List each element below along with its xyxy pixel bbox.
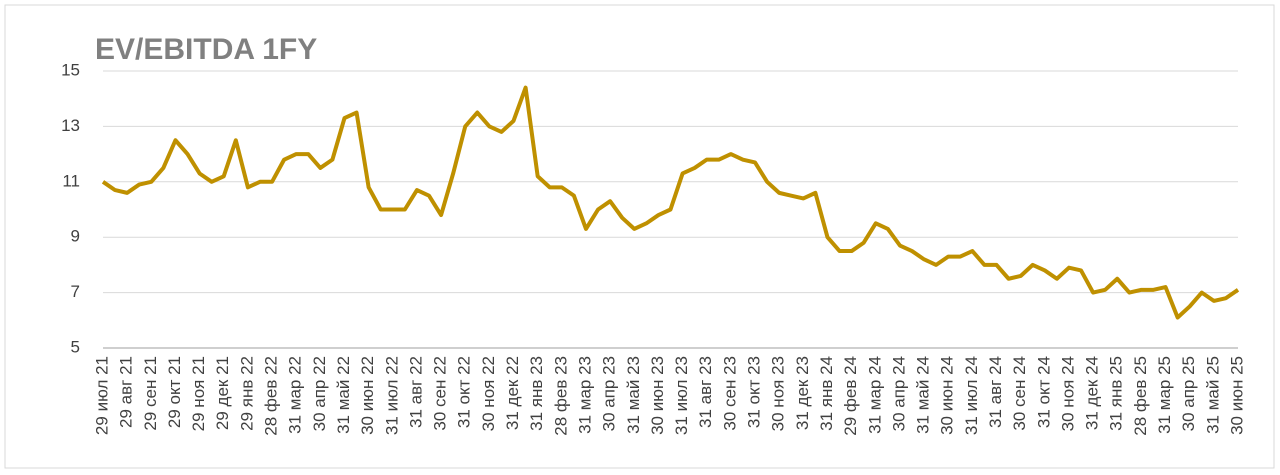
x-tick-label: 31 июл 22 bbox=[382, 356, 401, 435]
x-tick-label: 30 ноя 24 bbox=[1058, 356, 1077, 431]
x-tick-label: 29 дек 21 bbox=[213, 356, 232, 430]
x-tick-label: 30 апр 24 bbox=[889, 356, 908, 431]
x-tick-label: 31 май 23 bbox=[624, 356, 643, 434]
x-tick-label: 29 июл 21 bbox=[92, 356, 111, 435]
x-tick-label: 30 ноя 22 bbox=[479, 356, 498, 431]
x-tick-label: 31 май 25 bbox=[1203, 356, 1222, 434]
y-tick-label: 15 bbox=[61, 60, 80, 79]
x-tick-label: 30 сен 22 bbox=[431, 356, 450, 431]
x-tick-label: 30 сен 24 bbox=[1010, 356, 1029, 431]
x-tick-label: 31 май 24 bbox=[914, 356, 933, 434]
x-tick-label: 30 апр 22 bbox=[310, 356, 329, 431]
x-tick-label: 29 фев 24 bbox=[841, 356, 860, 436]
x-tick-label: 31 окт 22 bbox=[455, 356, 474, 428]
x-tick-label: 31 мар 22 bbox=[286, 356, 305, 434]
y-tick-label: 13 bbox=[61, 116, 80, 135]
x-tick-label: 31 авг 22 bbox=[406, 356, 425, 428]
x-tick-label: 30 июн 25 bbox=[1227, 356, 1246, 435]
x-tick-label: 30 июн 22 bbox=[358, 356, 377, 435]
x-tick-label: 30 июн 23 bbox=[648, 356, 667, 435]
x-tick-label: 29 янв 22 bbox=[237, 356, 256, 431]
x-tick-label: 31 дек 24 bbox=[1083, 356, 1102, 430]
x-tick-label: 31 мар 25 bbox=[1155, 356, 1174, 434]
x-tick-label: 31 окт 24 bbox=[1034, 356, 1053, 428]
x-tick-label: 31 янв 24 bbox=[817, 356, 836, 431]
x-tick-label: 30 апр 25 bbox=[1179, 356, 1198, 431]
x-tick-label: 29 ноя 21 bbox=[189, 356, 208, 431]
y-tick-label: 5 bbox=[71, 337, 80, 356]
x-tick-label: 31 дек 23 bbox=[793, 356, 812, 430]
x-tick-label: 28 фев 23 bbox=[551, 356, 570, 436]
x-tick-label: 28 фев 25 bbox=[1131, 356, 1150, 436]
x-tick-label: 28 фев 22 bbox=[262, 356, 281, 436]
y-tick-label: 9 bbox=[71, 227, 80, 246]
chart-frame bbox=[4, 4, 1275, 469]
x-tick-label: 31 окт 23 bbox=[745, 356, 764, 428]
x-tick-label: 31 авг 24 bbox=[986, 356, 1005, 428]
x-tick-label: 31 авг 23 bbox=[696, 356, 715, 428]
x-tick-label: 31 июл 23 bbox=[672, 356, 691, 435]
x-tick-label: 29 авг 21 bbox=[117, 356, 136, 428]
x-tick-label: 31 янв 23 bbox=[527, 356, 546, 431]
x-tick-label: 30 сен 23 bbox=[720, 356, 739, 431]
x-tick-label: 31 мар 23 bbox=[575, 356, 594, 434]
x-tick-label: 31 дек 22 bbox=[503, 356, 522, 430]
x-tick-label: 31 янв 25 bbox=[1107, 356, 1126, 431]
x-tick-label: 31 июл 24 bbox=[962, 356, 981, 435]
x-tick-label: 30 ноя 23 bbox=[769, 356, 788, 431]
y-tick-label: 7 bbox=[71, 282, 80, 301]
x-tick-label: 30 апр 23 bbox=[600, 356, 619, 431]
x-tick-label: 29 сен 21 bbox=[141, 356, 160, 431]
x-tick-label: 31 май 22 bbox=[334, 356, 353, 434]
series-line bbox=[101, 85, 1240, 320]
y-tick-label: 11 bbox=[62, 171, 80, 190]
chart-title: EV/EBITDA 1FY bbox=[95, 33, 317, 66]
x-tick-label: 31 мар 24 bbox=[865, 356, 884, 434]
x-tick-label: 29 окт 21 bbox=[165, 356, 184, 428]
x-tick-label: 30 июн 24 bbox=[938, 356, 957, 435]
